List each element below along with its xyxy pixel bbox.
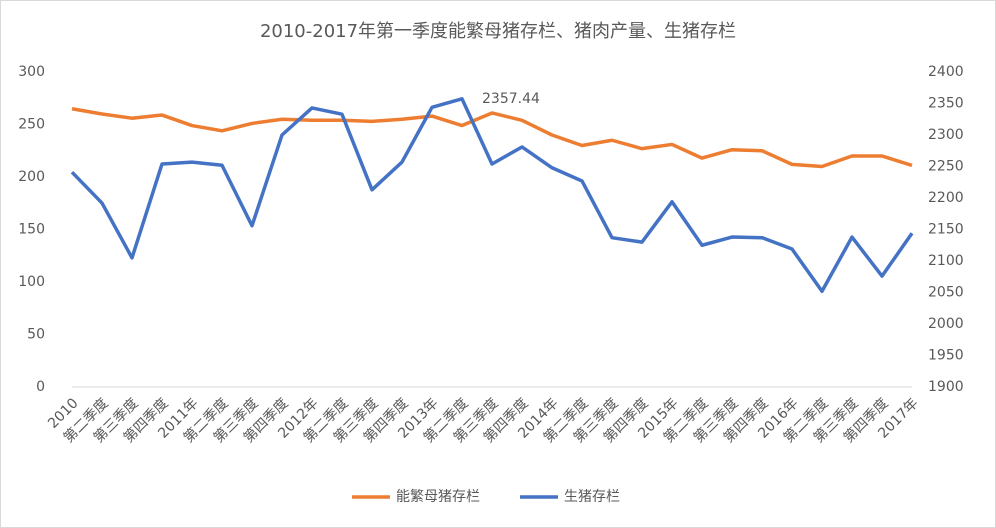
y2-tick-label: 2000 xyxy=(928,316,964,332)
y2-tick-label: 2150 xyxy=(928,222,964,238)
y-tick-label: 300 xyxy=(18,64,45,80)
y2-tick-label: 2200 xyxy=(928,190,964,206)
y2-tick-label: 1900 xyxy=(928,379,964,395)
series-line xyxy=(70,97,914,293)
y2-tick-label: 1950 xyxy=(928,348,964,364)
data-label: 2357.44 xyxy=(482,91,540,107)
chart-title: 2010-2017年第一季度能繁母猪存栏、猪肉产量、生猪存栏 xyxy=(260,21,736,42)
series-line xyxy=(71,107,913,169)
y-tick-label: 250 xyxy=(18,117,45,133)
y-tick-label: 150 xyxy=(18,222,45,238)
y2-tick-label: 2050 xyxy=(928,285,964,301)
y2-tick-label: 2400 xyxy=(928,64,964,80)
legend-label: 能繁母猪存栏 xyxy=(396,489,480,505)
y2-tick-label: 2250 xyxy=(928,159,964,175)
y-tick-label: 200 xyxy=(18,169,45,185)
y-tick-label: 50 xyxy=(27,327,45,343)
y-tick-label: 0 xyxy=(36,379,45,395)
y2-tick-label: 2350 xyxy=(928,96,964,112)
legend-label: 生猪存栏 xyxy=(564,489,620,505)
y2-tick-label: 2300 xyxy=(928,127,964,143)
y2-tick-label: 2100 xyxy=(928,253,964,269)
y-tick-label: 100 xyxy=(18,274,45,290)
